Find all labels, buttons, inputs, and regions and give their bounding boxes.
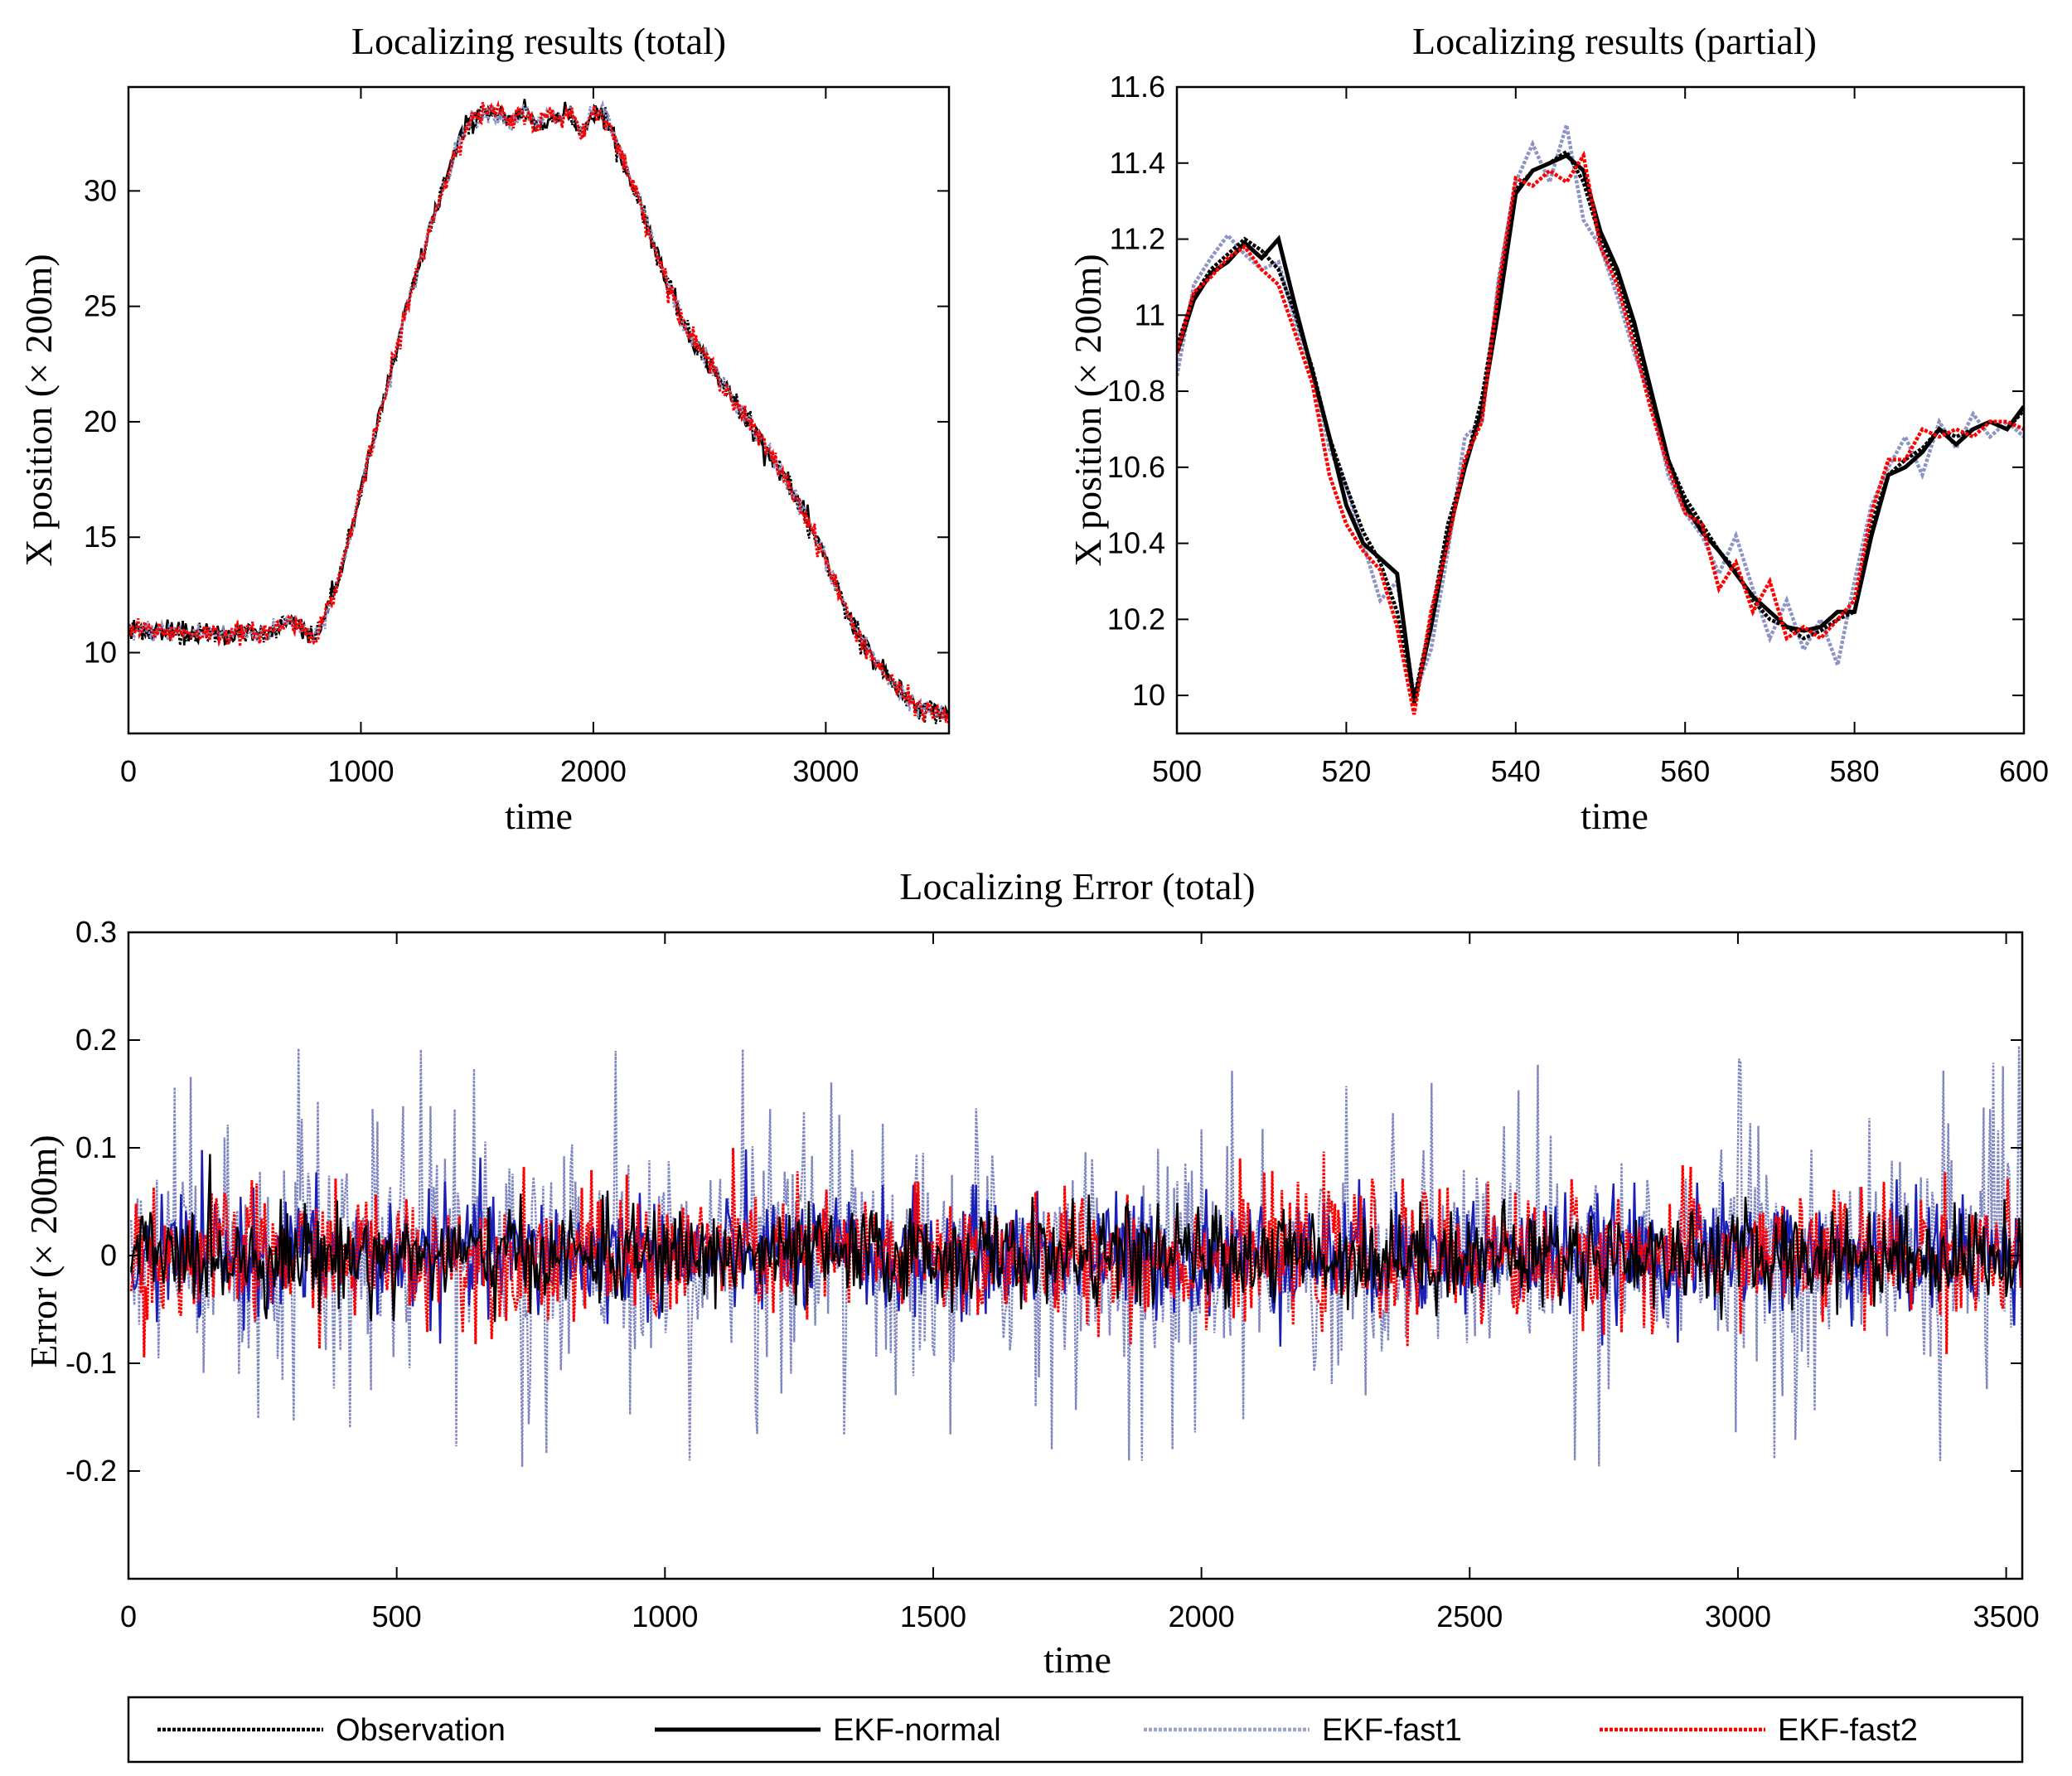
legend-label-ekf-fast1: EKF-fast1 bbox=[1322, 1713, 1462, 1748]
chart-total-ytick-label: 10 bbox=[84, 636, 117, 670]
chart-partial-ytick-label: 11.4 bbox=[1110, 146, 1165, 180]
chart-total-xtick-label: 0 bbox=[120, 754, 137, 788]
chart-partial-ytick-label: 10.2 bbox=[1107, 602, 1165, 636]
chart-error-ytick-label: 0 bbox=[100, 1238, 117, 1272]
chart-total-ylabel: X position (× 200m) bbox=[17, 254, 60, 566]
chart-partial-xtick-label: 500 bbox=[1152, 754, 1202, 788]
chart-partial-xtick-label: 540 bbox=[1491, 754, 1541, 788]
chart-partial-xtick-label: 580 bbox=[1830, 754, 1880, 788]
chart-partial-xlabel: time bbox=[1581, 795, 1648, 837]
chart-error: Localizing Error (total) 0 500 1000 1500 200… bbox=[22, 865, 2040, 1681]
chart-total-ytick-label: 30 bbox=[84, 173, 117, 207]
chart-partial-plot-area bbox=[1177, 124, 2024, 715]
chart-partial-ylabel: X position (× 200m) bbox=[1067, 254, 1109, 566]
chart-error-xlabel: time bbox=[1043, 1638, 1111, 1681]
chart-total-ticks: 0 1000 2000 3000 10 15 20 25 30 bbox=[84, 87, 949, 788]
chart-error-plot-area bbox=[129, 1046, 2022, 1467]
chart-total-plot-area bbox=[128, 99, 949, 725]
chart-error-ytick-label: 0.3 bbox=[75, 915, 117, 949]
chart-partial-ticks: 500 520 540 560 580 600 10 10.2 10.4 10.6 10.8 11 11… bbox=[1107, 70, 2049, 788]
chart-partial-ytick-label: 10.4 bbox=[1107, 526, 1165, 560]
chart-error-ytick-label: -0.1 bbox=[65, 1346, 117, 1380]
chart-partial-ytick-label: 11.2 bbox=[1110, 222, 1165, 256]
chart-partial-ytick-label: 10 bbox=[1132, 678, 1165, 712]
chart-total-xlabel: time bbox=[505, 795, 573, 837]
chart-partial-xtick-label: 520 bbox=[1321, 754, 1371, 788]
chart-partial-ytick-label: 10.8 bbox=[1107, 374, 1165, 408]
chart-partial-ytick-label: 11.6 bbox=[1110, 70, 1165, 104]
chart-error-series-observation bbox=[130, 1154, 2022, 1323]
chart-error-xtick-label: 3000 bbox=[1705, 1599, 1771, 1633]
chart-total-ytick-label: 15 bbox=[84, 520, 117, 554]
chart-error-ylabel: Error (× 200m) bbox=[22, 1135, 65, 1367]
chart-error-ticks: 0 500 1000 1500 2000 2500 3000 3500 -0.2 -0.1 0 0.1… bbox=[65, 915, 2040, 1633]
chart-total-ytick-label: 25 bbox=[84, 289, 117, 323]
legend-label-observation: Observation bbox=[336, 1713, 506, 1748]
chart-error-xtick-label: 2500 bbox=[1436, 1599, 1503, 1633]
chart-error-xtick-label: 500 bbox=[372, 1599, 422, 1633]
legend-label-ekf-fast2: EKF-fast2 bbox=[1778, 1713, 1918, 1748]
chart-error-ytick-label: 0.2 bbox=[75, 1023, 117, 1057]
chart-partial: Localizing results (partial) 500 520 540 56… bbox=[1067, 20, 2049, 837]
chart-error-xtick-label: 1500 bbox=[900, 1599, 966, 1633]
chart-error-series-ekf-fast1 bbox=[130, 1046, 2022, 1467]
chart-total-frame bbox=[127, 85, 951, 735]
chart-total-xtick-label: 1000 bbox=[327, 754, 394, 788]
legend: Observation EKF-normal EKF-fast1 EKF-fas… bbox=[127, 1696, 2024, 1764]
chart-partial-frame bbox=[1175, 85, 2026, 735]
chart-error-title: Localizing Error (total) bbox=[899, 865, 1255, 907]
chart-partial-xtick-label: 600 bbox=[1999, 754, 2049, 788]
chart-error-xtick-label: 3500 bbox=[1973, 1599, 2040, 1633]
chart-partial-xtick-label: 560 bbox=[1660, 754, 1710, 788]
chart-error-ytick-label: 0.1 bbox=[75, 1130, 117, 1164]
chart-partial-ytick-label: 10.6 bbox=[1107, 450, 1165, 484]
chart-error-xtick-label: 2000 bbox=[1169, 1599, 1235, 1633]
chart-error-ytick-label: -0.2 bbox=[65, 1454, 117, 1488]
chart-partial-series-ekf-normal bbox=[1177, 152, 2024, 704]
chart-partial-ytick-label: 11 bbox=[1135, 298, 1165, 331]
chart-total: Localizing results (total) 0 1000 2000 3000… bbox=[17, 20, 951, 837]
chart-total-ytick-label: 20 bbox=[84, 404, 117, 438]
chart-total-series-ekf-fast1 bbox=[128, 99, 949, 723]
chart-partial-title: Localizing results (partial) bbox=[1412, 20, 1817, 62]
chart-total-series-ekf-fast2 bbox=[128, 99, 949, 725]
legend-label-ekf-normal: EKF-normal bbox=[833, 1713, 1001, 1748]
chart-total-title: Localizing results (total) bbox=[351, 20, 726, 62]
chart-partial-series-ekf-fast2 bbox=[1177, 150, 2024, 715]
chart-total-xtick-label: 3000 bbox=[792, 754, 859, 788]
chart-partial-series-ekf-fast1 bbox=[1177, 124, 2024, 696]
chart-error-xtick-label: 1000 bbox=[632, 1599, 698, 1633]
chart-total-xtick-label: 2000 bbox=[560, 754, 627, 788]
chart-error-xtick-label: 0 bbox=[120, 1599, 137, 1633]
